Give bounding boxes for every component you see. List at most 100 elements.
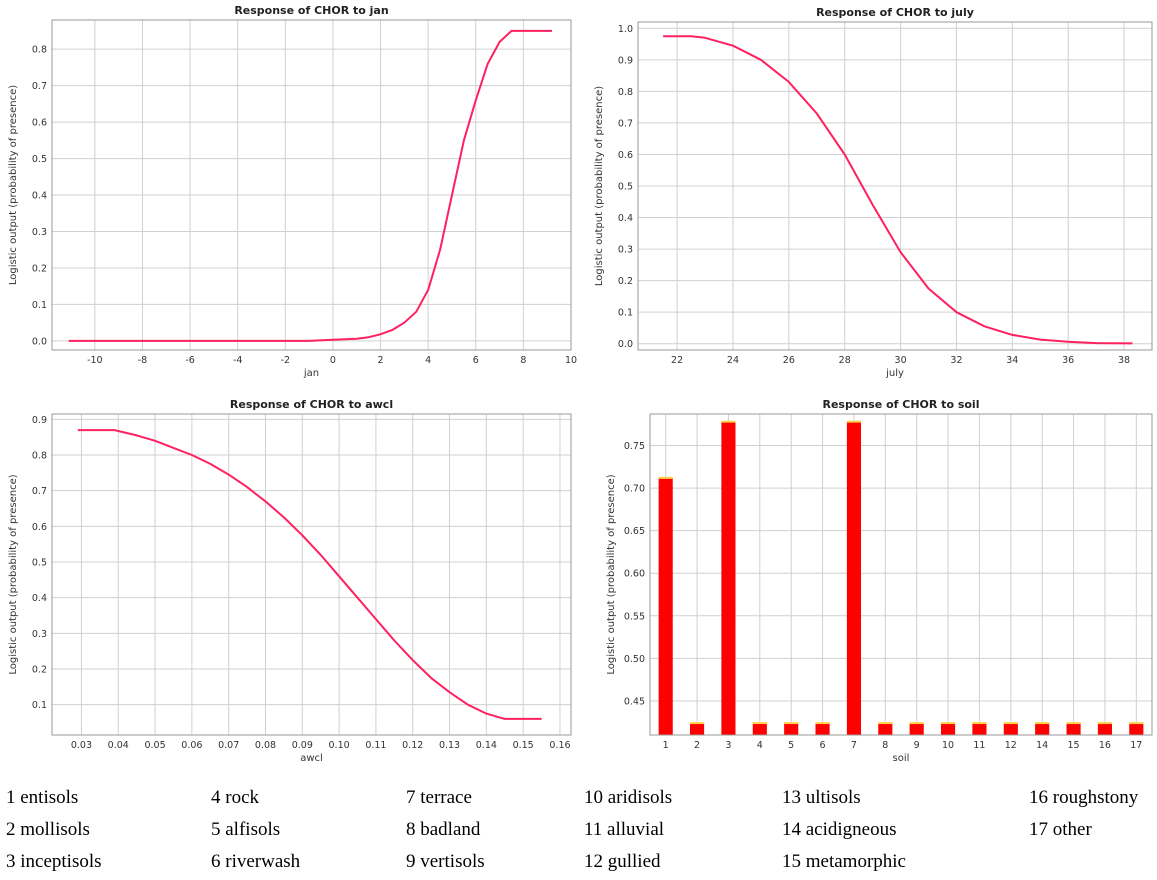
x-tick-label: 14 xyxy=(1036,740,1048,751)
x-tick-label: 2 xyxy=(378,355,384,366)
x-tick-label: 0.05 xyxy=(144,740,165,751)
x-axis-label: jan xyxy=(303,368,319,379)
response-curve xyxy=(77,429,542,720)
y-tick-label: 0.65 xyxy=(624,526,645,537)
x-tick-label: 0.08 xyxy=(255,740,276,751)
x-tick-label: 0.12 xyxy=(402,740,423,751)
chart-panel-awcl: Response of CHOR to awcl 0.1 0.2 0.3 0.4 0.5 0… xyxy=(0,390,578,775)
response-curve xyxy=(663,35,1133,345)
x-tick-label: -6 xyxy=(185,355,194,366)
x-tick-label: -2 xyxy=(281,355,290,366)
soil-legend-item: 2 mollisols xyxy=(6,819,90,840)
x-tick-label: 0.06 xyxy=(181,740,202,751)
x-tick-label: 30 xyxy=(895,355,907,366)
y-tick-label: 0.70 xyxy=(624,484,645,495)
soil-bar xyxy=(1035,723,1050,735)
soil-legend-item: 4 rock xyxy=(211,787,260,808)
x-axis-label: july xyxy=(885,368,904,379)
y-tick-label: 0.9 xyxy=(32,415,47,426)
x-tick-label: 0.03 xyxy=(71,740,92,751)
y-tick-label: 0.3 xyxy=(618,245,633,256)
y-tick-label: 0.6 xyxy=(32,522,47,533)
x-tick-label: 34 xyxy=(1006,355,1018,366)
chart-title: Response of CHOR to awcl xyxy=(230,398,393,411)
x-tick-label: 12 xyxy=(1005,740,1017,751)
soil-legend-item: 8 badland xyxy=(406,819,481,840)
y-tick-label: 0.45 xyxy=(624,696,645,707)
soil-legend-item: 11 alluvial xyxy=(584,819,665,840)
y-axis-label: Logistic output (probability of presence… xyxy=(606,474,617,674)
soil-legend-item: 12 gullied xyxy=(584,851,661,872)
x-tick-label: 36 xyxy=(1062,355,1074,366)
x-tick-label: 4 xyxy=(757,740,763,751)
y-tick-label: 0.5 xyxy=(618,182,633,193)
soil-legend-item: 16 roughstony xyxy=(1029,787,1139,808)
soil-bar xyxy=(1129,723,1144,735)
y-tick-label: 0.9 xyxy=(618,55,633,66)
x-tick-label: -10 xyxy=(87,355,103,366)
plot-frame xyxy=(637,21,1153,351)
x-tick-label: 32 xyxy=(950,355,962,366)
y-tick-label: 0.4 xyxy=(32,191,47,202)
x-tick-label: 11 xyxy=(973,740,985,751)
x-tick-label: 0.16 xyxy=(549,740,570,751)
y-tick-label: 0.3 xyxy=(32,629,47,640)
soil-bar xyxy=(690,723,705,735)
y-tick-label: 0.7 xyxy=(618,118,633,129)
y-tick-label: 0.55 xyxy=(624,611,645,622)
y-tick-label: 0.7 xyxy=(32,486,47,497)
y-tick-label: 0.4 xyxy=(32,593,47,604)
chart-awcl: Response of CHOR to awcl 0.1 0.2 0.3 0.4 0.5 0… xyxy=(8,398,572,764)
x-axis-label: awcl xyxy=(300,753,323,764)
y-tick-label: 0.6 xyxy=(32,118,47,129)
soil-bar xyxy=(658,477,673,735)
x-tick-label: 0.11 xyxy=(365,740,386,751)
x-tick-label: 17 xyxy=(1130,740,1142,751)
x-tick-label: 28 xyxy=(839,355,851,366)
soil-bar xyxy=(752,723,767,735)
soil-bar xyxy=(784,723,799,735)
soil-bar xyxy=(1097,723,1112,735)
soil-legend-item: 15 metamorphic xyxy=(782,851,906,872)
y-tick-label: 0.60 xyxy=(624,569,645,580)
y-tick-label: 0.0 xyxy=(618,339,633,350)
y-tick-label: 0.1 xyxy=(618,308,633,319)
x-tick-label: 0 xyxy=(330,355,336,366)
x-tick-label: 0.10 xyxy=(329,740,350,751)
y-tick-label: 0.4 xyxy=(618,213,633,224)
y-tick-label: 1.0 xyxy=(618,24,633,35)
y-tick-label: 0.8 xyxy=(32,45,47,56)
y-tick-label: 0.5 xyxy=(32,154,47,165)
x-tick-label: -8 xyxy=(138,355,147,366)
plot-frame xyxy=(51,413,572,736)
y-tick-label: 0.1 xyxy=(32,700,47,711)
soil-legend: 1 entisols 2 mollisols 3 inceptisols 4 r… xyxy=(6,782,1157,880)
y-axis-label: Logistic output (probability of presence… xyxy=(8,85,19,285)
chart-panel-soil: Response of CHOR to soil 0.45 0.50 0.55 0.60… xyxy=(578,390,1157,775)
y-tick-label: 0.50 xyxy=(624,654,645,665)
x-tick-label: 22 xyxy=(671,355,683,366)
x-tick-label: 0.04 xyxy=(108,740,129,751)
soil-legend-item: 3 inceptisols xyxy=(6,851,102,872)
x-tick-label: 0.14 xyxy=(476,740,497,751)
y-tick-label: 0.8 xyxy=(32,451,47,462)
x-tick-label: 10 xyxy=(942,740,954,751)
x-tick-label: 3 xyxy=(725,740,731,751)
chart-panel-jan: Response of CHOR to jan 0.0 0.1 0.2 0.3 0.4 0.… xyxy=(0,0,578,390)
soil-bar xyxy=(1066,723,1081,735)
plot-frame xyxy=(51,19,572,351)
x-tick-label: 10 xyxy=(565,355,577,366)
x-tick-label: 5 xyxy=(788,740,794,751)
y-axis-label: Logistic output (probability of presence… xyxy=(594,86,605,286)
chart-title: Response of CHOR to july xyxy=(816,6,974,19)
y-tick-label: 0.8 xyxy=(618,87,633,98)
chart-july: Response of CHOR to july 0.0 0.1 0.2 0.3 0.4 0… xyxy=(594,6,1153,379)
x-tick-label: 0.15 xyxy=(513,740,534,751)
x-tick-label: 24 xyxy=(727,355,739,366)
x-tick-label: -4 xyxy=(233,355,242,366)
soil-legend-item: 6 riverwash xyxy=(211,851,301,872)
y-tick-label: 0.2 xyxy=(618,276,633,287)
x-tick-label: 1 xyxy=(663,740,669,751)
y-tick-label: 0.0 xyxy=(32,336,47,347)
soil-bar xyxy=(1003,723,1018,735)
